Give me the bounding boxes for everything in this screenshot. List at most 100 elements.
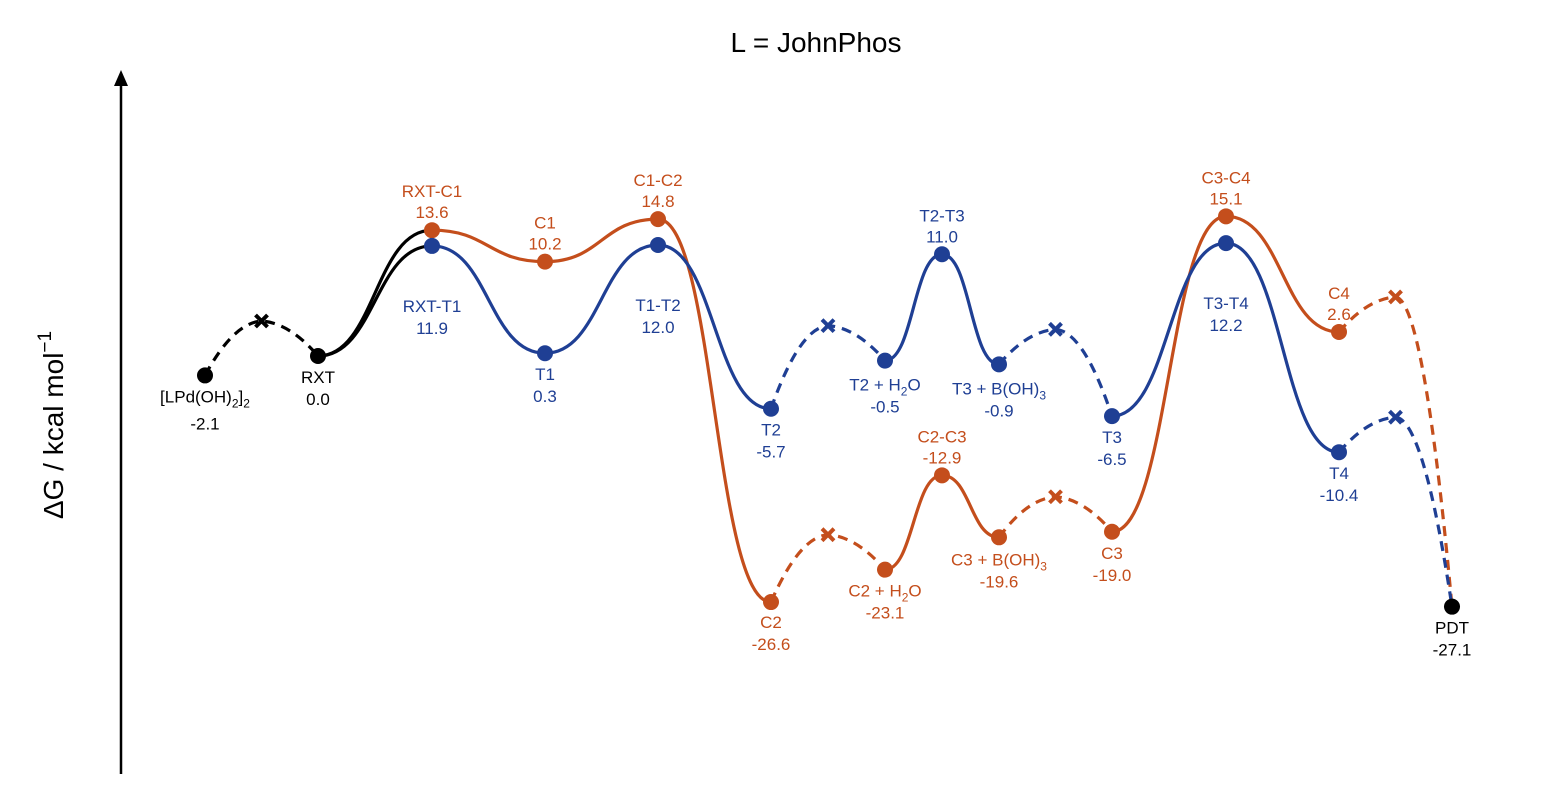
connector-dashed (203, 319, 320, 377)
point-value: -12.9 (923, 448, 962, 467)
point-label-text: T4 (1329, 464, 1349, 483)
point-marker-T2 (763, 400, 779, 417)
connector-solid (317, 244, 433, 358)
point-marker-RXT-C1 (424, 222, 440, 239)
point-label-sub: 3 (1039, 388, 1046, 402)
point-label: C3 (1101, 544, 1123, 563)
connector-dashed (1337, 295, 1454, 607)
point-label-text: T3-T4 (1203, 294, 1248, 313)
point-label-text: PDT (1435, 619, 1469, 638)
point-label-text: C4 (1328, 284, 1350, 303)
point-label-text: RXT-T1 (403, 297, 462, 316)
markers-layer (197, 208, 1460, 615)
point-marker-C1-C2 (650, 211, 666, 228)
point-marker-C3-C4 (1218, 208, 1234, 225)
point-marker-T2-T3 (934, 246, 950, 263)
point-label-sub: 2 (902, 591, 909, 605)
point-marker-RXT (310, 348, 326, 364)
point-value: 15.1 (1209, 189, 1242, 208)
point-label-text: T3 + B(OH) (952, 379, 1039, 398)
point-value: 12.2 (1209, 316, 1242, 335)
point-label: T1 (535, 365, 555, 384)
point-label-text: RXT (301, 368, 335, 387)
point-marker-T3+BOH3 (991, 356, 1007, 373)
point-marker-C2+H2O (877, 561, 893, 578)
point-label-tail: ] (239, 387, 244, 406)
point-value: -0.9 (984, 401, 1013, 420)
point-label-text: T1-T2 (635, 296, 680, 315)
point-value: -10.4 (1320, 486, 1359, 505)
point-value: -0.5 (870, 398, 899, 417)
point-label-text: C1 (534, 214, 556, 233)
connector-dashed (1337, 415, 1454, 607)
series-curve-T (431, 241, 1340, 454)
point-marker-T1-T2 (650, 237, 666, 253)
point-label: RXT-C1 (402, 182, 462, 201)
point-label-sub: 2 (901, 385, 908, 399)
point-label: T1-T2 (635, 296, 680, 315)
point-label: C2 + H2O (848, 582, 921, 605)
point-label-tail: O (907, 376, 920, 395)
point-label-text: C3 + B(OH) (951, 550, 1040, 569)
point-label-sub: 2 (232, 396, 239, 410)
point-marker-T1 (537, 345, 553, 362)
point-label: C4 (1328, 284, 1350, 303)
point-value: 11.9 (416, 319, 448, 338)
point-label-text: C3-C4 (1201, 168, 1250, 187)
point-label-text: C2 (760, 613, 782, 632)
point-label: T3 + B(OH)3 (952, 379, 1046, 402)
point-label-sub: 3 (1040, 559, 1047, 573)
point-label: C3 + B(OH)3 (951, 550, 1047, 573)
point-label: T2 + H2O (849, 376, 920, 399)
curves-layer (203, 214, 1454, 607)
point-label-text: T1 (535, 365, 555, 384)
y-axis-label-group: ΔG / kcal mol−1 (35, 331, 69, 519)
point-label-tail: O (908, 582, 921, 601)
point-value: 2.6 (1327, 305, 1351, 324)
intermediate-x-marker (820, 318, 836, 334)
point-label: T4 (1329, 464, 1349, 483)
point-label-text: [LPd(OH) (160, 387, 232, 406)
point-marker-LPdOH (197, 367, 213, 384)
connector-dashed (769, 324, 887, 410)
point-label-text: C2-C3 (917, 427, 966, 446)
point-marker-RXT-T1 (424, 237, 440, 254)
point-value: 11.0 (926, 227, 958, 246)
point-value: -23.1 (866, 604, 905, 623)
point-label: T2-T3 (919, 206, 964, 225)
chart-title: L = JohnPhos (731, 27, 902, 58)
point-value: 13.6 (415, 203, 448, 222)
point-label: C2 (760, 613, 782, 632)
point-label-text: T3 (1102, 428, 1122, 447)
intermediate-x-marker (1048, 321, 1063, 337)
y-axis-label: ΔG / kcal mol−1 (35, 331, 69, 519)
point-label-text: T2 (761, 421, 781, 440)
y-axis-arrow-icon (114, 70, 128, 86)
point-value: -19.6 (980, 572, 1019, 591)
point-marker-C3 (1104, 523, 1120, 540)
point-label: PDT (1435, 619, 1469, 638)
intermediate-x-marker (254, 313, 269, 329)
point-marker-C1 (537, 253, 553, 270)
point-label: C1 (534, 214, 556, 233)
intermediate-x-marker (1388, 289, 1403, 305)
point-marker-T3 (1104, 408, 1120, 425)
point-value: -19.0 (1093, 566, 1132, 585)
point-marker-PDT (1444, 598, 1460, 615)
point-label-text: C1-C2 (633, 171, 682, 190)
point-marker-T4 (1331, 444, 1347, 461)
point-label-text: C2 + H (848, 582, 901, 601)
point-label: [LPd(OH)2]2 (160, 387, 250, 410)
point-value: 0.3 (533, 387, 557, 406)
point-label-text: RXT-C1 (402, 182, 462, 201)
point-label: T3-T4 (1203, 294, 1248, 313)
point-label-text: T2 + H (849, 376, 901, 395)
connector-dashed (997, 327, 1114, 417)
intermediate-x-marker (820, 527, 836, 543)
point-marker-C2-C3 (934, 467, 950, 484)
labels-layer: [LPd(OH)2]2-2.1RXT0.0PDT-27.1RXT-C113.6C… (160, 168, 1471, 659)
point-label: T3 (1102, 428, 1122, 447)
point-label: RXT (301, 368, 335, 387)
